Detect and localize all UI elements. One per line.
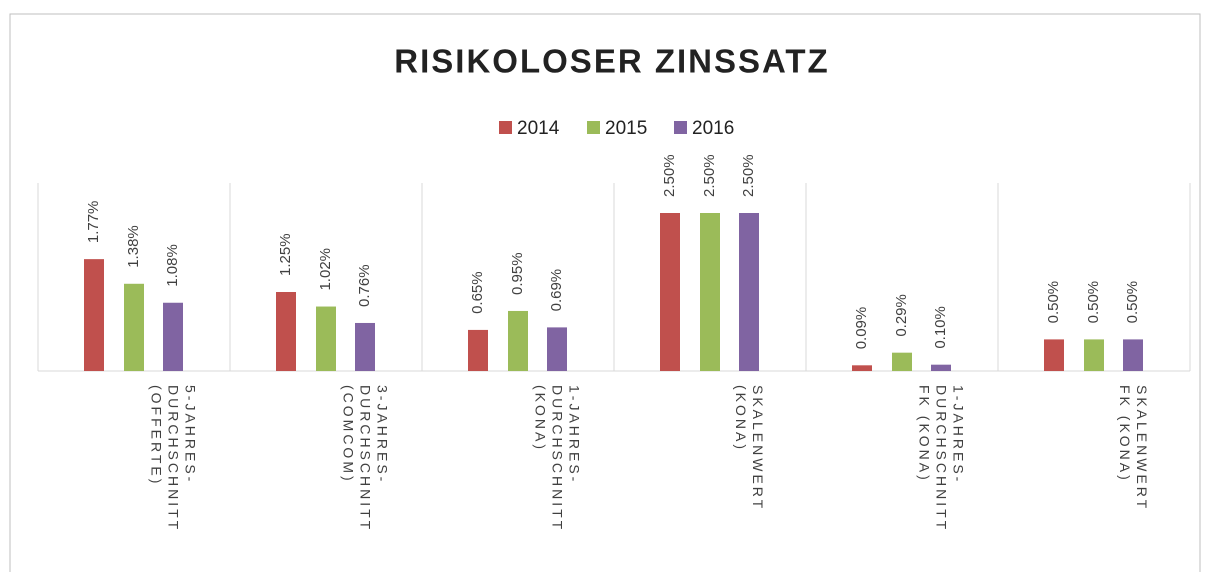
bar [660,213,680,371]
x-tick-label: DURCHSCHNITT [933,385,949,532]
value-label: 1.77% [85,201,102,244]
chart-title: RISIKOLOSER ZINSSATZ [394,43,829,80]
x-tick-label: SKALENWERT [750,385,766,511]
x-tick-label: (KONA) [532,385,548,452]
bar [508,310,528,371]
value-label: 2.50% [661,154,678,197]
legend-label: 2016 [692,118,734,139]
x-tick-label: FK (KONA) [916,385,932,483]
x-tick-label: (COMCOM) [340,385,356,484]
bar [1123,339,1143,371]
legend-label: 2015 [605,118,647,139]
value-label: 2.50% [701,154,718,197]
x-tick-label: 3-JAHRES- [374,385,390,484]
value-label: 1.25% [277,233,294,276]
bar [163,302,183,371]
legend-swatch [499,121,512,134]
bar [84,259,104,371]
value-label: 0.50% [1045,281,1062,324]
x-tick-label: 1-JAHRES- [950,385,966,484]
x-tick-label: DURCHSCHNITT [165,385,181,532]
x-tick-label: (KONA) [733,385,749,452]
bar [852,365,872,371]
x-tick-label: 1-JAHRES- [566,385,582,484]
value-label: 0.95% [509,252,526,295]
legend-swatch [674,121,687,134]
bar [547,327,567,371]
value-label: 1.08% [164,244,181,287]
value-label: 0.50% [1085,281,1102,324]
value-label: 0.76% [356,264,373,307]
value-label: 0.69% [548,269,565,312]
legend-label: 2014 [517,118,560,139]
bar [276,292,296,371]
value-label: 0.50% [1124,281,1141,324]
x-tick-label: DURCHSCHNITT [357,385,373,532]
bar [1044,339,1064,371]
x-tick-label: (OFFERTE) [148,385,164,486]
value-label: 0.10% [932,306,949,349]
bar [124,283,144,371]
x-tick-label: 5-JAHRES- [182,385,198,484]
x-tick-label: SKALENWERT [1134,385,1150,511]
bar [700,213,720,371]
bar [892,352,912,371]
bar [739,213,759,371]
chart-frame [9,13,1201,572]
legend-swatch [587,121,600,134]
bar [355,322,375,371]
bar [316,306,336,371]
value-label: 1.02% [317,248,334,291]
bar [1084,339,1104,371]
value-label: 0.29% [893,294,910,337]
bar [468,329,488,371]
value-label: 2.50% [740,154,757,197]
value-label: 1.38% [125,225,142,268]
x-tick-label: FK (KONA) [1117,385,1133,483]
value-label: 0.65% [469,271,486,314]
value-label: 0.09% [853,307,870,350]
bar [931,364,951,371]
x-tick-label: DURCHSCHNITT [549,385,565,532]
